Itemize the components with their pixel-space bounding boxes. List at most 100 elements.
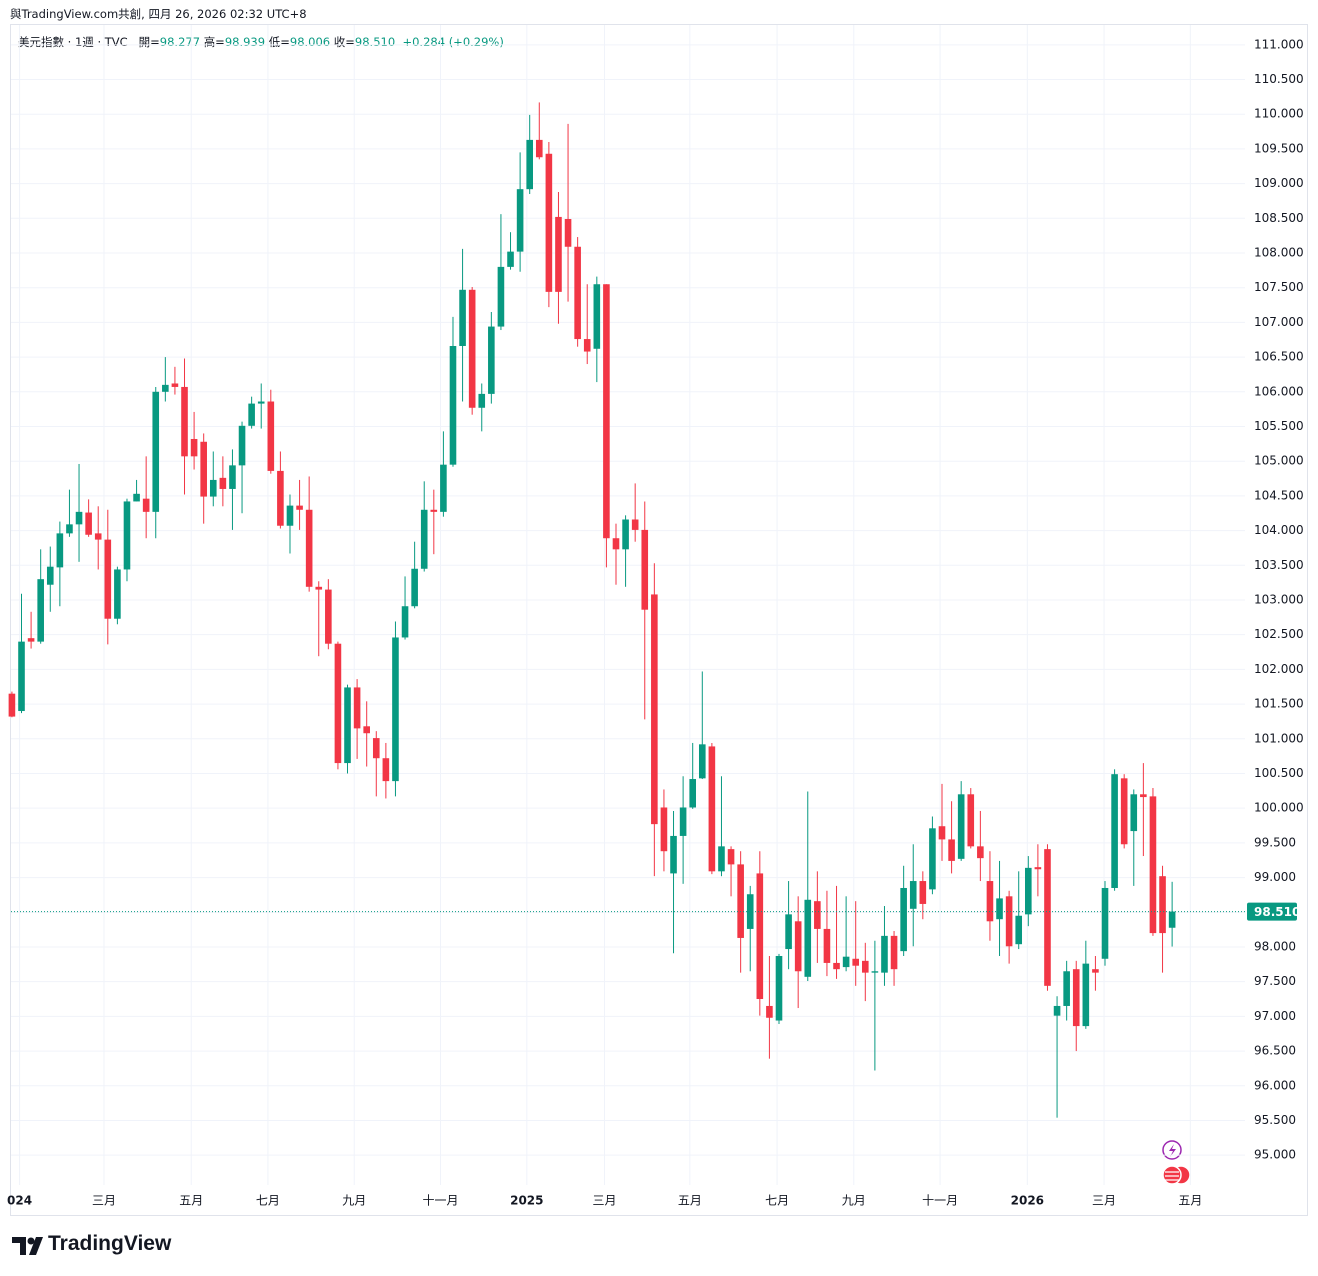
candle-body: [737, 864, 744, 938]
ohlc-label: 開=: [138, 35, 160, 49]
candle-body: [535, 139, 543, 158]
candle-body: [996, 898, 1003, 920]
candle-body: [8, 693, 16, 717]
candle-body: [804, 899, 812, 977]
candle-body: [814, 901, 821, 929]
candle-body: [114, 569, 121, 619]
x-tick-label: 十一月: [922, 1194, 958, 1208]
candle-body: [1140, 794, 1147, 798]
candle-body: [488, 326, 495, 394]
candle-body: [344, 687, 351, 764]
candle-body: [1015, 915, 1023, 945]
change: +0.284 (+0.29%): [402, 35, 504, 49]
last-price-box: [1247, 902, 1297, 921]
candle-body: [708, 746, 716, 872]
candle-body: [75, 511, 83, 525]
candle-body: [507, 251, 514, 267]
y-tick-label: 105.500: [1254, 419, 1304, 433]
candle-body: [660, 807, 668, 852]
candle-body: [919, 881, 927, 904]
y-tick-label: 99.500: [1254, 835, 1296, 849]
candle-body: [900, 887, 907, 952]
candle-body: [756, 873, 764, 1000]
candle-body: [967, 794, 975, 847]
y-tick-label: 109.000: [1254, 176, 1304, 190]
candle-body: [852, 958, 860, 966]
candle-body: [631, 519, 639, 530]
badges: [1162, 1140, 1191, 1185]
candle-body: [56, 533, 64, 568]
candle-body: [718, 846, 725, 872]
candle-body: [727, 849, 735, 865]
y-tick-label: 102.000: [1254, 662, 1304, 676]
candle-body: [1082, 963, 1090, 1027]
candle-body: [651, 594, 658, 825]
candle-body: [641, 529, 649, 610]
candle-body: [1168, 911, 1176, 928]
candle-body: [986, 881, 994, 922]
y-tick-label: 103.000: [1254, 592, 1304, 606]
candle-body: [411, 568, 418, 607]
y-tick-label: 100.500: [1254, 766, 1304, 780]
logo-mark: [27, 1237, 35, 1245]
candle-body: [219, 477, 227, 489]
candle-body: [1159, 876, 1166, 934]
candle-body: [746, 894, 754, 929]
logo-mark: [12, 1237, 26, 1255]
attribution: 與TradingView.com共創, 四月 26, 2026 02:32 UT…: [10, 7, 307, 21]
logo-text: TradingView: [48, 1232, 172, 1255]
x-tick-label: 2025: [510, 1194, 543, 1208]
candle-body: [37, 579, 44, 642]
ohlc-label: 低=: [268, 35, 290, 49]
y-tick-label: 108.500: [1254, 211, 1304, 225]
candle-body: [401, 606, 409, 638]
y-tick-label: 107.000: [1254, 315, 1304, 329]
y-tick-label: 95.000: [1254, 1148, 1296, 1162]
candle-body: [948, 839, 955, 861]
candle-body: [861, 960, 869, 973]
candle-body: [162, 384, 169, 392]
candle-body: [392, 637, 399, 782]
x-tick-label: 024: [7, 1194, 32, 1208]
candle-body: [775, 955, 783, 1021]
last-price-label: 98.510: [1254, 905, 1300, 919]
candle-body: [871, 971, 879, 973]
candle-body: [190, 438, 198, 457]
candle-body: [823, 928, 831, 963]
y-tick-label: 110.500: [1254, 72, 1304, 86]
x-tick-label: 三月: [1092, 1194, 1116, 1208]
candle-body: [679, 807, 687, 836]
candle-body: [1101, 887, 1109, 959]
ohlc-value: 98.006: [289, 35, 331, 49]
candle-body: [286, 505, 294, 526]
candle-body: [363, 726, 370, 734]
logo-mark: [29, 1237, 43, 1255]
candle-body: [929, 828, 936, 890]
x-tick-label: 九月: [342, 1194, 366, 1208]
symbol-legend: 美元指數 · 1週 · TVC 開=98.277 高=98.939 低=98.0…: [18, 34, 504, 50]
x-tick-label: 七月: [256, 1194, 280, 1208]
y-tick-label: 106.000: [1254, 384, 1304, 398]
candle-body: [698, 744, 706, 779]
candle-body: [881, 935, 888, 973]
event-icon: [1169, 1144, 1176, 1157]
candle-body: [238, 425, 246, 466]
candle-body: [574, 246, 581, 340]
candle-body: [833, 962, 840, 970]
ohlc-value: 98.939: [224, 35, 266, 49]
candle-body: [27, 638, 35, 642]
candle-body: [622, 519, 629, 550]
candle-body: [564, 219, 572, 247]
x-tick-label: 十一月: [423, 1194, 459, 1208]
y-tick-label: 96.000: [1254, 1078, 1296, 1092]
candle-body: [248, 403, 255, 426]
x-tick-label: 三月: [92, 1194, 116, 1208]
candle-body: [785, 914, 792, 950]
candle-body: [612, 538, 620, 550]
x-tick-label: 五月: [678, 1194, 702, 1208]
candle-body: [94, 533, 102, 540]
y-tick-label: 106.500: [1254, 350, 1304, 364]
candle-body: [459, 289, 466, 346]
candle-body: [1063, 971, 1070, 1006]
